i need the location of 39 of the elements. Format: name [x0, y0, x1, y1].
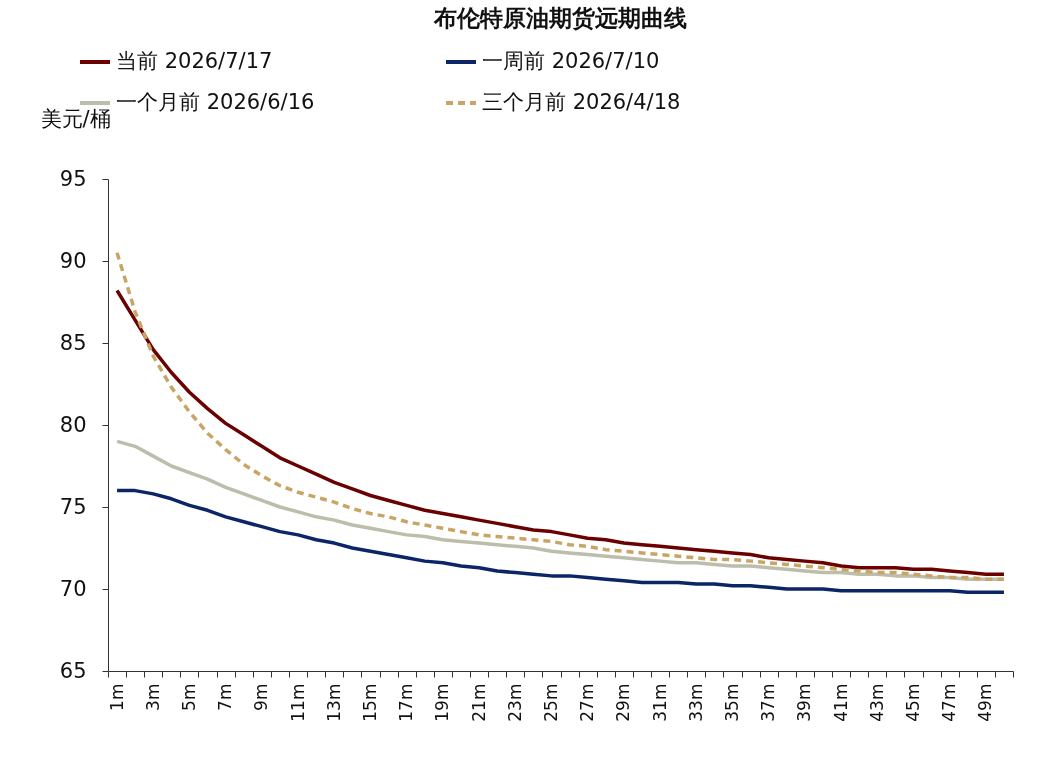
y-tick-label: 70: [59, 576, 87, 601]
x-tick-label: 9m: [251, 683, 272, 711]
x-tick-label: 19m: [432, 683, 453, 722]
y-tick-label: 95: [59, 166, 87, 191]
legend-label: 三个月前 2026/4/18: [482, 90, 681, 114]
x-tick-label: 47m: [939, 683, 960, 722]
y-axis-title: 美元/桶: [40, 106, 111, 131]
x-tick-label: 45m: [902, 683, 923, 722]
y-tick-label: 85: [59, 330, 87, 355]
x-tick-label: 17m: [396, 683, 417, 722]
y-tick-label: 65: [59, 658, 87, 683]
y-tick-label: 75: [59, 494, 87, 519]
x-tick-label: 25m: [540, 683, 561, 722]
legend-label: 当前 2026/7/17: [116, 49, 273, 73]
y-tick-label: 90: [59, 248, 87, 273]
x-tick-label: 3m: [142, 683, 163, 711]
x-tick-label: 35m: [721, 683, 742, 722]
line-series: [115, 488, 1006, 595]
legend-label: 一个月前 2026/6/16: [116, 90, 315, 114]
x-tick-label: 31m: [649, 683, 670, 722]
legend-label: 一周前 2026/7/10: [482, 49, 660, 73]
x-tick-label: 5m: [178, 683, 199, 711]
x-tick-label: 43m: [866, 683, 887, 722]
x-tick-label: 41m: [830, 683, 851, 722]
x-tick-label: 21m: [468, 683, 489, 722]
x-tick-label: 29m: [613, 683, 634, 722]
x-tick-label: 15m: [359, 683, 380, 722]
x-tick-label: 7m: [215, 683, 236, 711]
x-tick-label: 49m: [975, 683, 996, 722]
x-tick-label: 37m: [758, 683, 779, 722]
y-tick-label: 80: [59, 412, 87, 437]
x-tick-label: 1m: [106, 683, 127, 711]
x-tick-label: 39m: [794, 683, 815, 722]
x-tick-label: 13m: [323, 683, 344, 722]
x-tick-label: 27m: [577, 683, 598, 722]
x-tick-label: 23m: [504, 683, 525, 722]
x-tick-label: 11m: [287, 683, 308, 722]
x-tick-label: 33m: [685, 683, 706, 722]
chart-title: 布伦特原油期货远期曲线: [433, 5, 687, 31]
